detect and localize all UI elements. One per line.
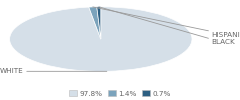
- Legend: 97.8%, 1.4%, 0.7%: 97.8%, 1.4%, 0.7%: [69, 90, 171, 97]
- Wedge shape: [10, 7, 192, 71]
- Text: BLACK: BLACK: [99, 7, 235, 46]
- Text: HISPANIC: HISPANIC: [93, 7, 240, 38]
- Wedge shape: [89, 7, 101, 39]
- Text: WHITE: WHITE: [0, 68, 107, 74]
- Wedge shape: [97, 7, 101, 39]
